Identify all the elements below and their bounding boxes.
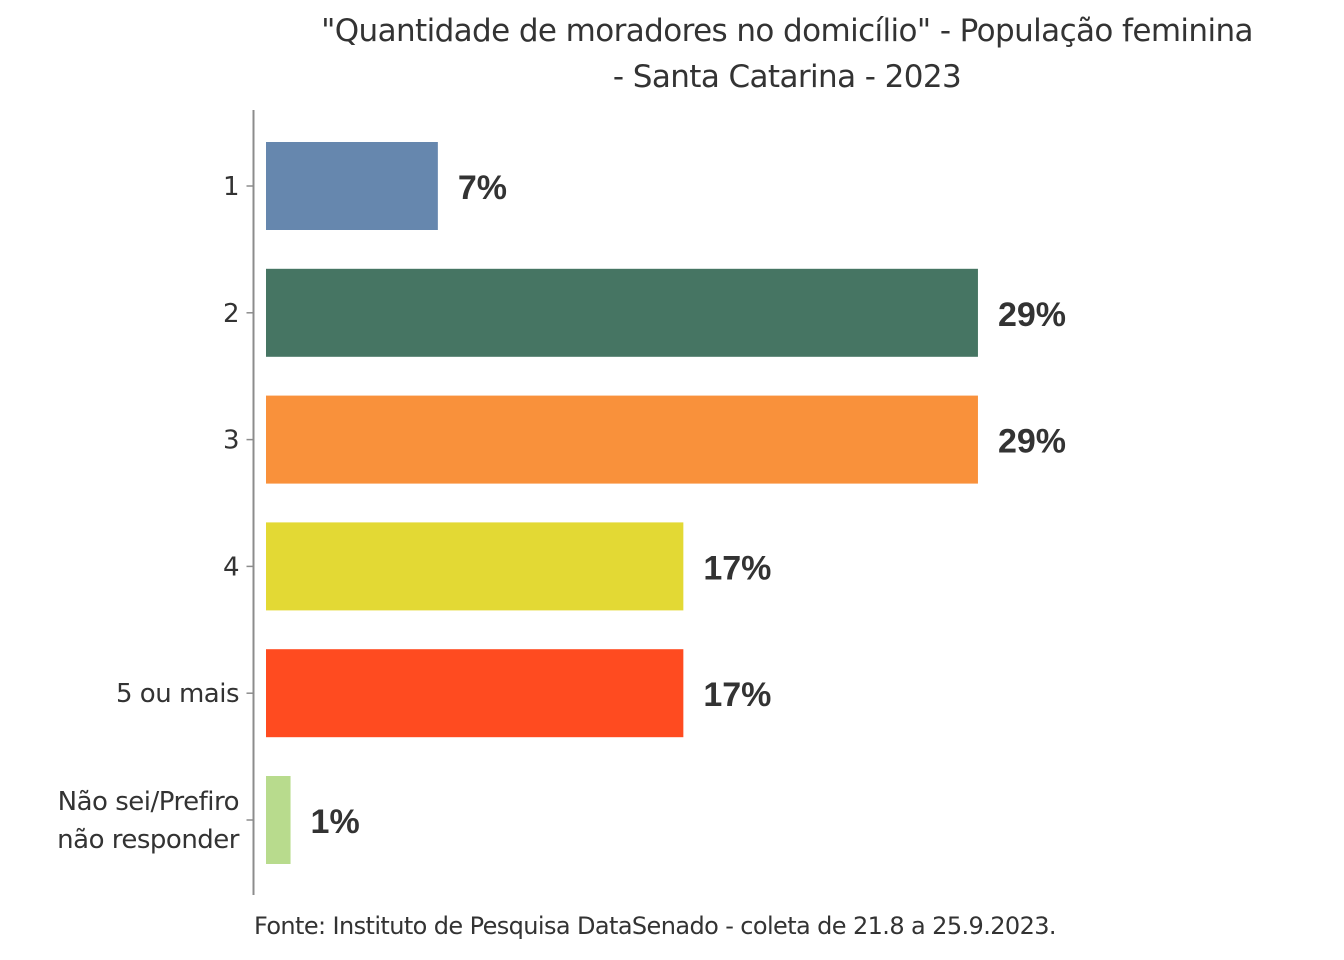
category-label-2: 2: [223, 299, 239, 329]
category-label-5: 5 ou mais: [116, 679, 239, 709]
chart-title: "Quantidade de moradores no domicílio" -…: [230, 8, 1344, 100]
value-label-1: 7%: [458, 169, 507, 207]
category-label-line: Não sei/Prefiro: [58, 787, 239, 817]
value-label-2: 29%: [998, 296, 1066, 334]
value-label-5: 17%: [703, 676, 771, 714]
bar-2: [266, 268, 978, 357]
category-label-4: 4: [223, 552, 239, 582]
category-label-line: 5 ou mais: [116, 679, 239, 709]
category-label-line: 4: [223, 552, 239, 582]
value-label-6: 1%: [311, 803, 360, 841]
category-label-3: 3: [223, 426, 239, 456]
bars-layer: 1 7%2 29%3 29%4 17%5 ou mais 17%Não sei/Prefi…: [57, 142, 1066, 864]
bar-3: [266, 395, 978, 484]
bar-6: [266, 776, 291, 864]
chart-title-line-2: - Santa Catarina - 2023: [612, 59, 962, 95]
category-label-line: 3: [223, 426, 239, 456]
category-label-line: não responder: [57, 825, 240, 855]
bar-1: [266, 142, 438, 230]
category-label-6: Não sei/Prefiro não responder: [57, 787, 240, 855]
source-note: Fonte: Instituto de Pesquisa DataSenado …: [254, 912, 1057, 940]
bar-5: [266, 649, 684, 738]
category-label-line: 2: [223, 299, 239, 329]
category-label-1: 1: [223, 172, 239, 202]
value-label-3: 29%: [998, 423, 1066, 461]
bar-4: [266, 522, 684, 611]
category-label-line: 1: [223, 172, 239, 202]
chart-title-line-1: "Quantidade de moradores no domicílio" -…: [321, 13, 1253, 49]
value-label-4: 17%: [703, 549, 771, 587]
